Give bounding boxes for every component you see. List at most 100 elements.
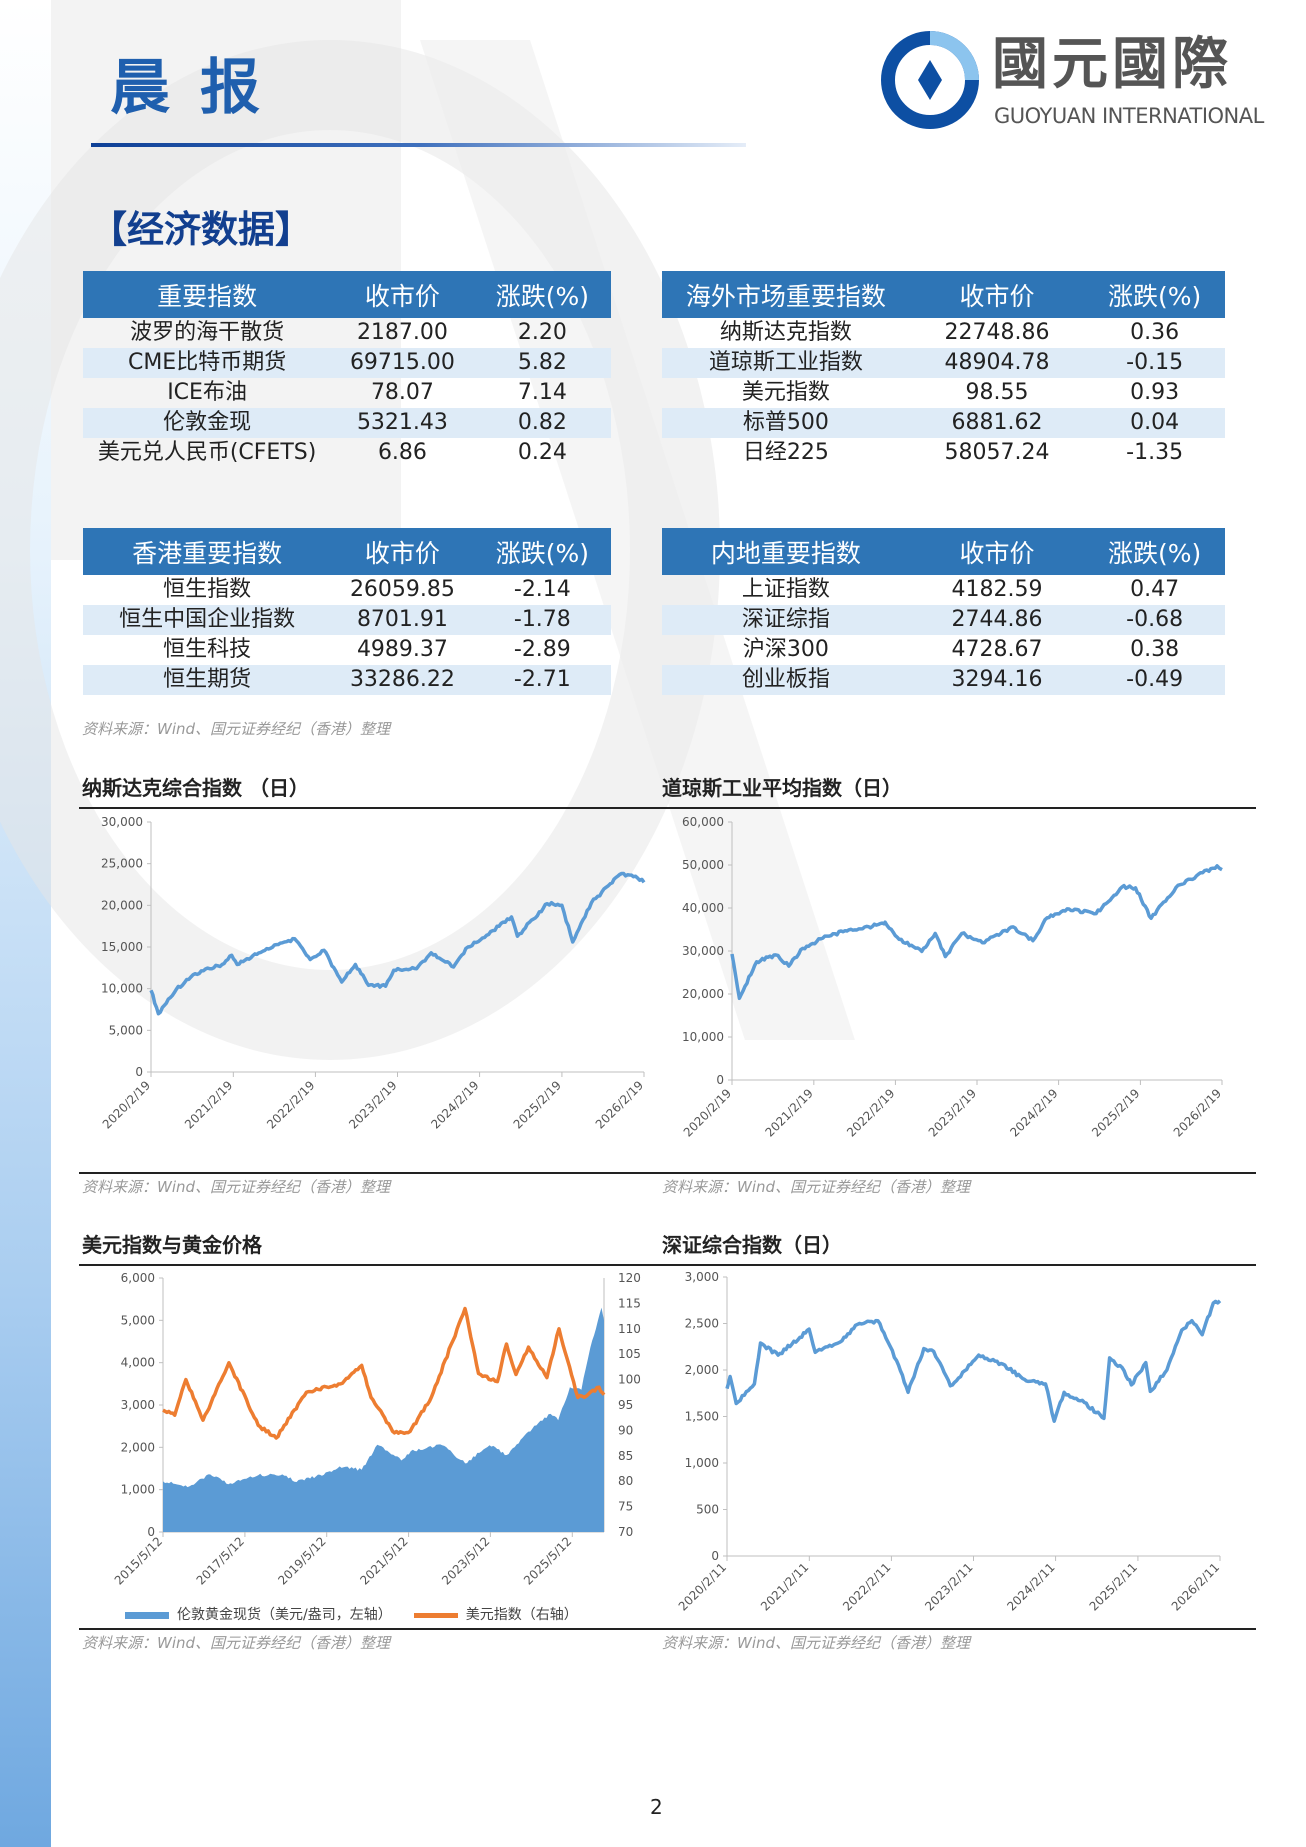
szse-chart: 0 500 1,000 1,500 2,000 2,500 3,000 2020/2/11 20… [676,1270,1222,1614]
y2-tick-label: 105 [618,1347,641,1361]
table-row: CME比特币期货 69715.00 5.82 [83,348,611,378]
table-cell: 0.93 [1130,380,1180,405]
table-cell: -2.71 [473,665,611,695]
column-header: 香港重要指数 [83,528,332,575]
table-header-row: 海外市场重要指数 收市价 涨跌(%) [662,271,1225,318]
y-tick-label: 5,000 [121,1313,155,1327]
dow-chart-title: 道琼斯工业平均指数（日） [662,776,902,800]
y-tick-label: 2,000 [121,1440,155,1454]
source-note: 资料来源：Wind、国元证券经纪（香港）整理 [662,1178,971,1196]
table-cell: 深证综指 [662,605,910,635]
x-tick-label: 2015/5/12 [112,1534,165,1587]
y2-tick-label: 100 [618,1373,641,1387]
y-tick-label: 4,000 [121,1356,155,1370]
table-row: 深证综指 2744.86 -0.68 [662,605,1225,635]
table-row: 纳斯达克指数 22748.86 0.36 [662,318,1225,348]
table-row: 美元指数 98.55 0.93 [662,378,1225,408]
table-cell: 道琼斯工业指数 [662,348,910,378]
table-cell: 4989.37 [356,637,448,662]
y-tick-label: 0 [716,1073,724,1087]
x-tick-label: 2019/5/12 [275,1534,328,1587]
source-note: 资料来源：Wind、国元证券经纪（香港）整理 [82,1178,391,1196]
chart-bottom-rule [79,1172,1256,1174]
table-cell: 恒生指数 [163,577,252,602]
table-cell: 6881.62 [909,408,1085,438]
x-tick-label: 2026/2/11 [1169,1560,1222,1613]
usd-index-line [162,1306,606,1440]
y-tick-label: 40,000 [682,901,724,915]
y-tick-label: 20,000 [101,898,143,912]
table-cell: 0.47 [1130,577,1180,602]
x-tick-label: 2017/5/12 [194,1534,247,1587]
y-tick-label: 3,000 [685,1270,719,1284]
table-cell: 恒生期货 [83,665,332,695]
y-tick-label: 30,000 [682,944,724,958]
table-cell: 0.38 [1130,637,1180,662]
x-tick-label: 2025/2/19 [511,1078,564,1131]
x-tick-label: 2025/5/12 [521,1534,574,1587]
y2-tick-label: 85 [618,1449,633,1463]
table-cell: 8701.91 [331,605,474,635]
y2-tick-label: 110 [618,1322,641,1336]
x-tick-label: 2023/2/19 [346,1078,399,1131]
x-tick-label: 2026/2/19 [1171,1086,1224,1139]
table-row: 标普500 6881.62 0.04 [662,408,1225,438]
y-tick-label: 30,000 [101,815,143,829]
table-row: 波罗的海干散货 2187.00 2.20 [83,318,611,348]
y-tick-label: 0 [147,1525,155,1539]
table-cell: ICE布油 [167,380,247,405]
x-tick-label: 2023/2/11 [922,1560,975,1613]
legend-swatch-usd [413,1613,458,1618]
table-cell: 2744.86 [909,605,1085,635]
x-tick-label: 2020/2/19 [100,1078,153,1131]
table-cell: 7.14 [517,380,567,405]
column-header: 收市价 [331,271,474,318]
table-cell: 创业板指 [662,665,910,695]
table-cell: 沪深300 [742,637,829,662]
table-cell: 26059.85 [349,577,455,602]
table-cell: 0.24 [517,440,567,465]
table-row: 创业板指 3294.16 -0.49 [662,665,1225,695]
table-cell: 恒生中国企业指数 [83,605,332,635]
table-cell: -2.14 [513,577,571,602]
nasdaq-chart: 0 5,000 10,000 15,000 20,000 25,000 30,000 2020… [100,815,646,1132]
logo-text-cn: 國元國際 [992,32,1232,97]
gold-price-area [163,1307,604,1532]
table-cell: 4182.59 [951,577,1043,602]
table-header-row: 重要指数 收市价 涨跌(%) [83,271,611,318]
x-tick-label: 2023/5/12 [439,1534,492,1587]
table-cell: 0.82 [473,408,611,438]
x-tick-label: 2024/2/19 [1007,1086,1060,1139]
x-tick-label: 2021/2/11 [758,1560,811,1613]
table-cell: 6.86 [377,440,427,465]
column-header: 重要指数 [83,271,332,318]
page-title: 晨报 [110,53,290,123]
y2-tick-label: 70 [618,1525,633,1539]
y-tick-label: 50,000 [682,858,724,872]
table-cell: 22748.86 [944,320,1050,345]
table-cell: 48904.78 [909,348,1085,378]
y-tick-label: 10,000 [101,982,143,996]
table-cell: 5321.43 [331,408,474,438]
x-tick-label: 2020/2/19 [681,1086,734,1139]
y-tick-label: 6,000 [121,1271,155,1285]
x-tick-label: 2020/2/11 [676,1560,729,1613]
title-underline [91,143,746,147]
y2-tick-label: 75 [618,1500,633,1514]
table-cell: -1.78 [473,605,611,635]
y-tick-label: 3,000 [121,1398,155,1412]
x-tick-label: 2021/2/19 [763,1086,816,1139]
y-tick-label: 2,500 [685,1317,719,1331]
y2-tick-label: 80 [618,1474,633,1488]
y-tick-label: 0 [711,1549,719,1563]
column-header: 涨跌(%) [473,271,611,318]
y-tick-label: 15,000 [101,940,143,954]
chart-title-rule [79,807,1256,809]
hk-index-table: 香港重要指数 收市价 涨跌(%) 恒生指数 26059.85 -2.14 恒生中国企业指数 8… [83,528,611,695]
table-cell: 2.20 [517,320,567,345]
x-tick-label: 2024/2/11 [1004,1560,1057,1613]
table-cell: 58057.24 [944,440,1050,465]
y-tick-label: 60,000 [682,815,724,829]
table-cell: 标普500 [662,408,910,438]
usd-gold-legend: 伦敦黄金现货（美元/盎司，左轴） 美元指数（右轴） [125,1607,578,1624]
